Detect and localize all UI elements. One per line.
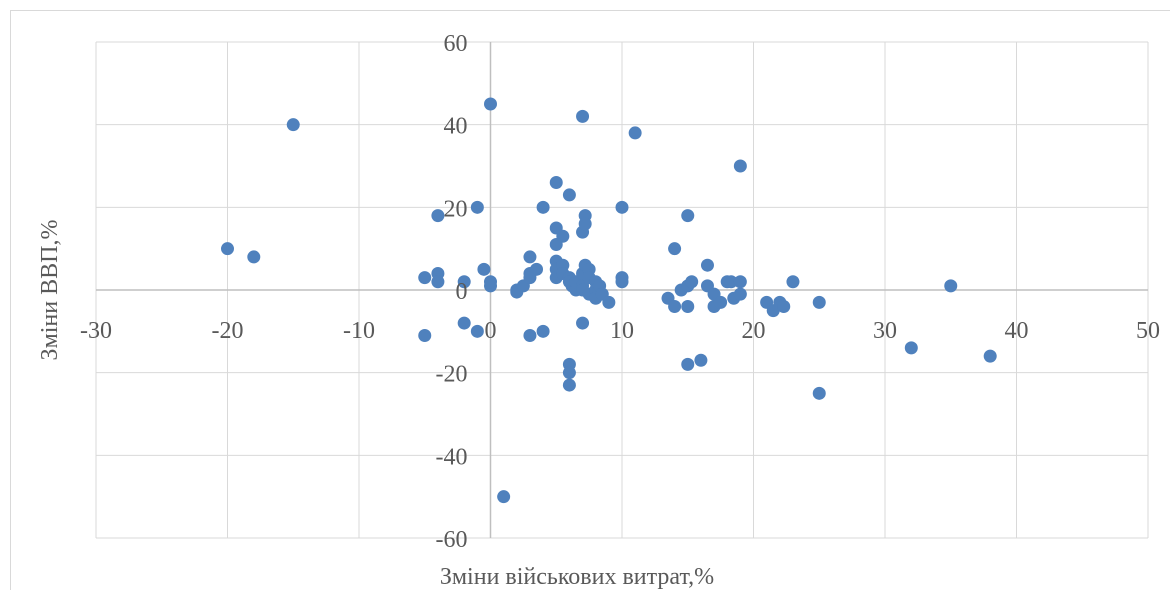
data-point xyxy=(576,109,590,123)
data-point xyxy=(576,316,590,330)
data-point xyxy=(602,295,616,309)
data-point xyxy=(812,295,826,309)
data-point xyxy=(904,341,918,355)
data-point xyxy=(724,275,738,289)
data-point xyxy=(431,209,445,223)
y-tick-label: -60 xyxy=(436,527,468,553)
x-tick-label: 20 xyxy=(742,318,766,344)
data-point xyxy=(457,275,471,289)
data-point xyxy=(615,275,629,289)
data-point xyxy=(668,242,682,256)
data-point xyxy=(668,300,682,314)
data-point xyxy=(536,200,550,214)
data-point xyxy=(733,287,747,301)
x-tick-label: 10 xyxy=(610,318,634,344)
data-point xyxy=(714,295,728,309)
y-tick-label: 60 xyxy=(444,31,468,57)
x-tick-label: -10 xyxy=(343,318,375,344)
y-tick-label: 40 xyxy=(444,114,468,140)
data-point xyxy=(536,324,550,338)
data-point xyxy=(523,328,537,342)
data-point xyxy=(733,159,747,173)
chart-frame xyxy=(10,10,1170,590)
data-point xyxy=(523,250,537,264)
data-point xyxy=(247,250,261,264)
x-tick-label: 50 xyxy=(1136,318,1160,344)
data-point xyxy=(562,366,576,380)
data-point xyxy=(286,118,300,132)
data-point xyxy=(733,275,747,289)
x-tick-label: 0 xyxy=(485,318,497,344)
x-tick-label: -30 xyxy=(80,318,112,344)
x-tick-label: 40 xyxy=(1005,318,1029,344)
data-point xyxy=(470,324,484,338)
data-point xyxy=(477,262,491,276)
x-tick-label: -20 xyxy=(212,318,244,344)
y-axis-title: Зміни ВВП,% xyxy=(37,220,63,361)
data-point xyxy=(484,275,497,289)
data-point xyxy=(944,279,958,293)
data-point xyxy=(418,328,432,342)
data-point xyxy=(562,188,576,202)
data-point xyxy=(578,217,592,231)
data-point xyxy=(694,353,708,367)
data-point xyxy=(470,200,484,214)
data-point xyxy=(786,275,800,289)
x-axis-title: Зміни військових витрат,% xyxy=(440,564,714,590)
data-point xyxy=(685,275,699,289)
data-point xyxy=(549,176,563,190)
data-point xyxy=(700,258,714,272)
data-point xyxy=(681,209,695,223)
data-point xyxy=(497,490,511,504)
data-point xyxy=(615,200,629,214)
points-layer xyxy=(221,97,997,504)
y-tick-label: -40 xyxy=(436,444,468,470)
data-point xyxy=(549,238,563,252)
y-tick-label: 20 xyxy=(444,196,468,222)
y-tick-label: 0 xyxy=(456,279,468,305)
grid-layer xyxy=(95,41,1149,539)
data-point xyxy=(431,275,445,289)
data-point xyxy=(523,271,537,285)
data-point xyxy=(681,357,695,371)
data-point xyxy=(484,97,497,111)
data-point xyxy=(457,316,471,330)
ticks-layer: -30 -20 -10 0 10 20 30 40 50 -60 -40 -20 0 20 40 60 xyxy=(80,31,1160,553)
y-tick-label: -20 xyxy=(436,362,468,388)
data-point xyxy=(681,300,695,314)
data-point xyxy=(983,349,997,363)
data-point xyxy=(418,271,432,285)
x-tick-label: 30 xyxy=(873,318,897,344)
data-point xyxy=(812,386,826,400)
data-point xyxy=(221,242,234,256)
data-point xyxy=(777,300,791,314)
data-point xyxy=(562,378,576,392)
data-point xyxy=(628,126,642,140)
